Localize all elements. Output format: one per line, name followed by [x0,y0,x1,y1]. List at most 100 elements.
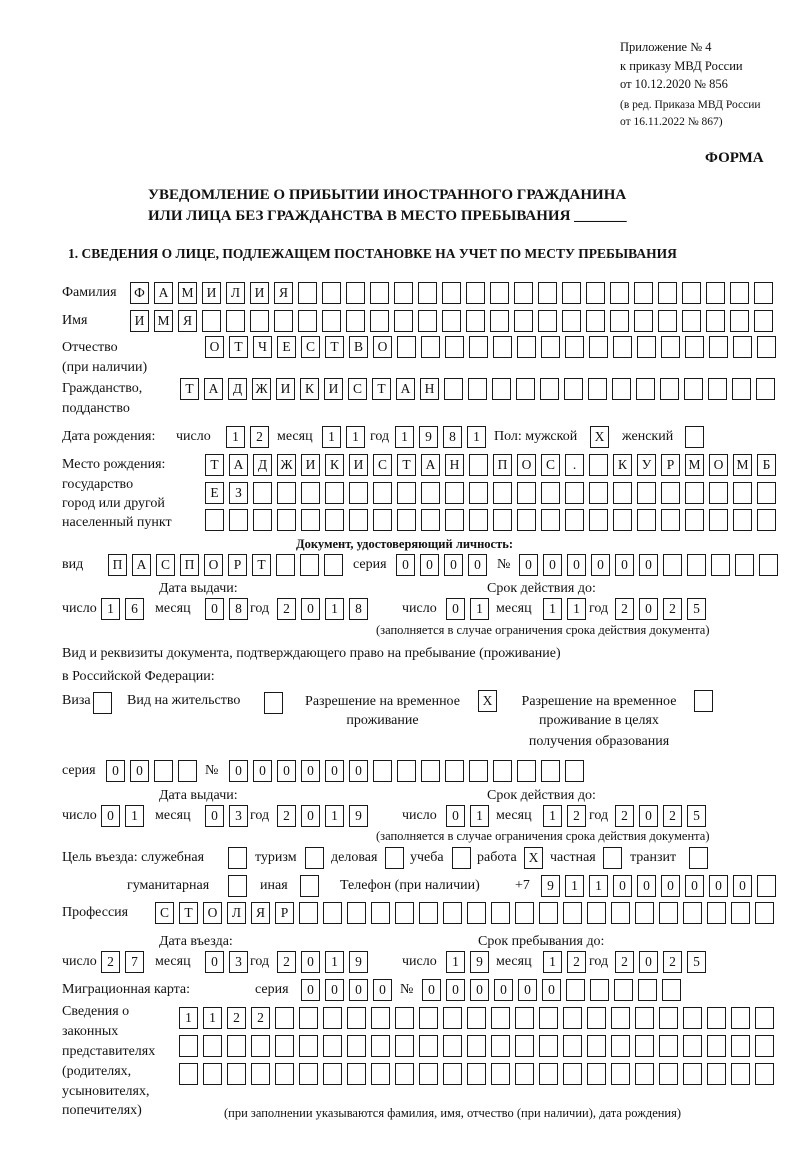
char-cell[interactable] [300,554,319,576]
char-cell[interactable] [418,310,437,332]
char-cell[interactable] [445,509,464,531]
char-cell[interactable]: М [154,310,173,332]
char-cell[interactable]: Т [229,336,248,358]
char-cell[interactable] [371,1035,390,1057]
char-cell[interactable]: И [349,454,368,476]
char-cell[interactable]: О [205,336,224,358]
char-cell[interactable]: Ч [253,336,272,358]
char-cell[interactable]: Л [227,902,246,924]
char-cell[interactable] [730,310,749,332]
char-cell[interactable] [588,378,607,400]
char-cell[interactable]: Р [275,902,294,924]
char-cell[interactable]: 1 [203,1007,222,1029]
char-cell[interactable] [517,336,536,358]
char-cell[interactable]: 1 [543,598,562,620]
char-cell[interactable] [566,979,585,1001]
char-cell[interactable] [347,1063,366,1085]
char-cell[interactable]: . [565,454,584,476]
char-cell[interactable]: И [130,310,149,332]
char-cell[interactable] [493,760,512,782]
char-cell[interactable]: П [493,454,512,476]
char-cell[interactable] [227,1063,246,1085]
char-cell[interactable] [587,1035,606,1057]
char-cell[interactable] [637,482,656,504]
char-cell[interactable]: 1 [125,805,144,827]
char-cell[interactable] [276,554,295,576]
char-cell[interactable] [322,310,341,332]
char-cell[interactable]: Т [397,454,416,476]
char-cell[interactable]: Р [661,454,680,476]
char-cell[interactable]: С [155,902,174,924]
char-cell[interactable]: 1 [470,598,489,620]
char-cell[interactable] [419,1007,438,1029]
char-cell[interactable] [466,310,485,332]
char-cell[interactable] [733,336,752,358]
char-cell[interactable] [661,336,680,358]
char-cell[interactable]: 0 [639,805,658,827]
char-cell[interactable]: 0 [301,760,320,782]
char-cell[interactable]: Ф [130,282,149,304]
char-cell[interactable]: А [204,378,223,400]
char-cell[interactable]: С [156,554,175,576]
char-cell[interactable]: 2 [250,426,269,448]
char-cell[interactable] [203,1035,222,1057]
checkbox-cell[interactable] [452,847,471,869]
char-cell[interactable] [467,902,486,924]
char-cell[interactable] [590,979,609,1001]
char-cell[interactable] [731,902,750,924]
char-cell[interactable]: 1 [470,805,489,827]
char-cell[interactable] [539,902,558,924]
char-cell[interactable] [397,336,416,358]
char-cell[interactable] [491,902,510,924]
char-cell[interactable] [274,310,293,332]
char-cell[interactable] [589,509,608,531]
char-cell[interactable]: 9 [470,951,489,973]
char-cell[interactable]: 0 [373,979,392,1001]
char-cell[interactable] [515,1035,534,1057]
char-cell[interactable] [538,310,557,332]
char-cell[interactable]: Т [325,336,344,358]
char-cell[interactable]: 1 [179,1007,198,1029]
char-cell[interactable] [565,336,584,358]
char-cell[interactable] [298,282,317,304]
char-cell[interactable] [154,760,173,782]
char-cell[interactable]: Т [180,378,199,400]
char-cell[interactable]: З [229,482,248,504]
char-cell[interactable] [731,1035,750,1057]
char-cell[interactable] [659,1063,678,1085]
char-cell[interactable]: Я [274,282,293,304]
char-cell[interactable]: К [300,378,319,400]
char-cell[interactable]: 0 [446,805,465,827]
char-cell[interactable]: 8 [349,598,368,620]
char-cell[interactable] [707,1063,726,1085]
char-cell[interactable] [659,1035,678,1057]
char-cell[interactable] [444,378,463,400]
char-cell[interactable] [586,282,605,304]
char-cell[interactable] [587,1063,606,1085]
char-cell[interactable]: 0 [205,598,224,620]
char-cell[interactable] [493,336,512,358]
char-cell[interactable]: 0 [420,554,439,576]
char-cell[interactable] [395,902,414,924]
char-cell[interactable] [683,1007,702,1029]
checkbox-cell[interactable] [264,692,283,714]
char-cell[interactable]: И [202,282,221,304]
char-cell[interactable]: С [301,336,320,358]
char-cell[interactable] [299,902,318,924]
char-cell[interactable]: 2 [615,951,634,973]
char-cell[interactable] [371,1007,390,1029]
char-cell[interactable] [323,902,342,924]
char-cell[interactable] [755,902,774,924]
char-cell[interactable] [349,482,368,504]
char-cell[interactable]: 0 [591,554,610,576]
char-cell[interactable]: Д [253,454,272,476]
char-cell[interactable]: И [301,454,320,476]
char-cell[interactable]: У [637,454,656,476]
char-cell[interactable]: 2 [567,805,586,827]
char-cell[interactable] [541,760,560,782]
char-cell[interactable] [733,482,752,504]
char-cell[interactable]: 1 [395,426,414,448]
char-cell[interactable]: Ж [252,378,271,400]
char-cell[interactable] [707,1035,726,1057]
char-cell[interactable] [418,282,437,304]
